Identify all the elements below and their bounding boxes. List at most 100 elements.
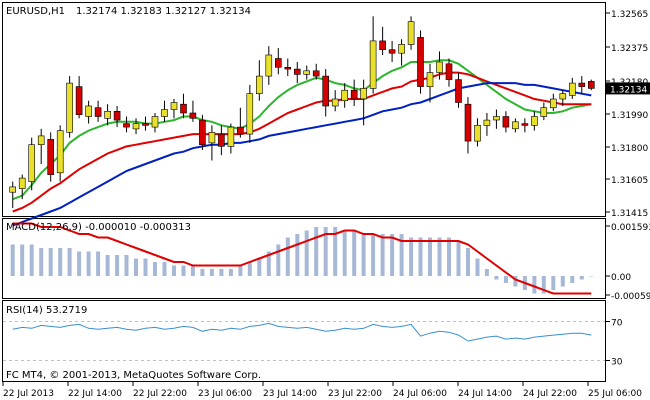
candle-bullish <box>56 130 64 174</box>
candle-bullish <box>426 72 434 87</box>
macd-histogram-bar <box>209 269 214 276</box>
macd-histogram-bar <box>361 234 366 276</box>
macd-histogram-bar <box>295 234 300 276</box>
macd-histogram-bar <box>124 255 129 276</box>
copyright-label: FC MT4, © 2001-2013, MetaQuotes Software… <box>6 370 261 381</box>
moving-average-line-3 <box>12 82 592 227</box>
candle-bullish <box>170 102 178 110</box>
candle-bullish <box>398 44 405 54</box>
macd-histogram-bar <box>39 248 44 276</box>
macd-histogram-bar <box>190 265 195 276</box>
macd-histogram-bar <box>589 276 594 277</box>
candle-bullish <box>85 105 92 117</box>
macd-histogram-bar <box>551 276 556 290</box>
macd-histogram-bar <box>333 227 338 276</box>
candle-bearish <box>350 89 358 100</box>
macd-histogram-bar <box>247 262 252 276</box>
macd-histogram-bar <box>579 276 584 280</box>
candle-bearish <box>388 49 396 54</box>
macd-y-tick-label: 0.00 <box>611 273 631 283</box>
candle-bearish <box>94 107 102 117</box>
rsi-line <box>12 322 592 342</box>
macd-histogram-bar <box>10 244 15 276</box>
macd-histogram-bar <box>143 258 148 276</box>
candle-bullish <box>132 123 140 130</box>
macd-histogram-bar <box>20 244 25 276</box>
rsi-panel <box>2 300 606 382</box>
candle-bearish <box>284 67 292 70</box>
macd-panel <box>2 218 606 299</box>
candle-bullish <box>474 125 481 142</box>
candle-bearish <box>189 112 197 119</box>
candle-bullish <box>549 98 557 109</box>
candle-bearish <box>199 119 206 145</box>
macd-histogram-bar <box>342 230 347 276</box>
candle-bullish <box>568 82 576 96</box>
candle-bullish <box>369 40 377 89</box>
candle-bullish <box>436 61 443 73</box>
macd-histogram-bar <box>181 265 186 276</box>
price-series-layer <box>9 16 595 227</box>
candle-bullish <box>265 54 273 77</box>
macd-histogram-bar <box>67 248 72 276</box>
last-price-label: 1.32134 <box>610 85 647 95</box>
candle-bearish <box>113 111 121 121</box>
macd-histogram-bar <box>560 276 565 287</box>
candle-bearish <box>75 86 83 115</box>
x-tick-label: 22 Jul 22:00 <box>133 389 187 399</box>
macd-histogram-bar <box>494 276 499 280</box>
macd-histogram-bar <box>532 276 537 294</box>
macd-histogram-bar <box>96 251 101 276</box>
candle-bullish <box>331 98 339 107</box>
macd-histogram-bar <box>428 237 432 276</box>
x-tick-label: 22 Jul 2013 <box>3 389 54 399</box>
x-tick-label: 24 Jul 06:00 <box>393 389 447 399</box>
macd-histogram-bar <box>371 234 376 276</box>
candle-bullish <box>341 89 349 101</box>
macd-histogram-bar <box>77 251 82 276</box>
macd-histogram-bar <box>86 251 91 276</box>
rsi-label: RSI(14) 53.2719 <box>6 305 87 316</box>
candle-bullish <box>66 82 73 133</box>
macd-histogram-bar <box>257 258 262 276</box>
candle-bullish <box>28 144 36 182</box>
candle-bullish <box>360 88 367 100</box>
macd-histogram-bar <box>437 237 442 276</box>
ohlc-label: 1.32174 1.32183 1.32127 1.32134 <box>76 6 251 17</box>
macd-label: MACD(12,26,9) -0.000010 -0.000313 <box>6 222 191 233</box>
candle-bullish <box>104 111 111 119</box>
macd-histogram-bar <box>323 227 328 276</box>
macd-histogram-bar <box>456 241 461 276</box>
candle-bearish <box>218 133 225 147</box>
price-y-tick-label: 1.31800 <box>611 144 648 154</box>
candle-bullish <box>208 132 216 144</box>
candle-bullish <box>227 126 235 147</box>
candle-bearish <box>587 81 595 89</box>
candle-bearish <box>142 123 149 126</box>
price-panel <box>2 2 606 217</box>
macd-histogram-bar <box>304 230 309 276</box>
macd-histogram-bar <box>48 248 53 276</box>
macd-signal-line <box>12 222 592 295</box>
macd-y-tick-label: -0.000599 <box>611 292 650 302</box>
candle-bearish <box>312 70 320 77</box>
macd-histogram-bar <box>513 276 518 287</box>
candle-bullish <box>246 93 254 135</box>
candle-bearish <box>274 58 282 68</box>
candle-bearish <box>464 103 472 142</box>
macd-histogram-bar <box>219 269 224 276</box>
candle-bearish <box>322 75 330 107</box>
macd-histogram-bar <box>570 276 575 283</box>
axes-layer: 1.325651.323751.321801.319901.318001.316… <box>2 10 650 399</box>
macd-histogram-bar <box>200 269 205 276</box>
macd-histogram-bar <box>29 244 34 276</box>
moving-average-line-2 <box>12 71 592 213</box>
macd-histogram-bar <box>172 265 176 276</box>
last-price-marker <box>606 82 650 95</box>
candle-bearish <box>417 37 424 87</box>
candle-bullish <box>512 121 519 130</box>
macd-y-tick-label: 0.001593 <box>611 223 650 233</box>
macd-histogram-bar <box>466 248 470 276</box>
candle-bullish <box>493 116 500 121</box>
